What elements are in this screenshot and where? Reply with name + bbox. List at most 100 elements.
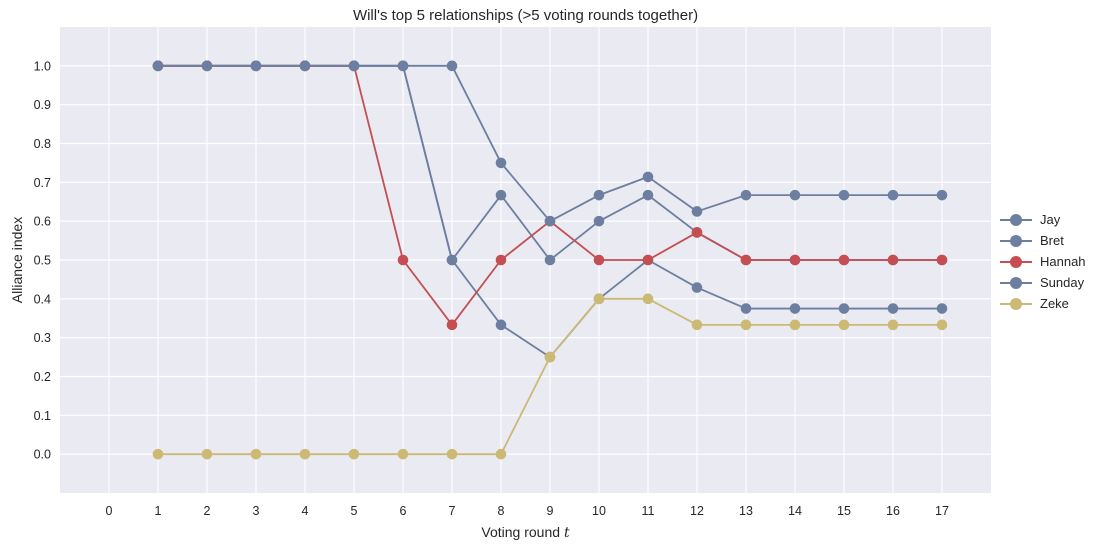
data-point-zeke — [495, 448, 507, 460]
y-tick-label: 0.9 — [34, 98, 51, 112]
legend-label: Jay — [1040, 212, 1061, 227]
y-tick-label: 0.0 — [34, 448, 51, 462]
legend-marker — [1010, 297, 1022, 310]
data-point-hannah — [642, 254, 654, 266]
legend-item-sunday: Sunday — [1000, 272, 1086, 293]
x-tick-label: 11 — [642, 504, 655, 518]
data-point-zeke — [936, 319, 948, 331]
data-point-jay — [789, 303, 801, 314]
legend-marker — [1010, 276, 1022, 289]
x-tick-label: 16 — [886, 504, 900, 518]
x-tick-label: 17 — [935, 504, 949, 518]
x-axis-label: Voting round t — [60, 524, 991, 541]
legend-swatch — [1000, 234, 1032, 248]
chart-title: Will's top 5 relationships (>5 voting ro… — [352, 7, 699, 24]
series-sunday — [152, 60, 948, 227]
data-point-zeke — [250, 448, 262, 460]
data-point-jay — [740, 303, 752, 314]
data-point-sunday — [740, 189, 752, 201]
data-point-zeke — [838, 319, 850, 331]
data-point-jay — [495, 319, 507, 331]
data-point-bret — [642, 189, 654, 201]
legend-item-hannah: Hannah — [1000, 251, 1086, 272]
data-point-bret — [544, 254, 556, 266]
data-point-jay — [887, 303, 899, 314]
data-point-zeke — [691, 319, 703, 331]
data-point-sunday — [201, 60, 213, 72]
y-tick-label: 0.4 — [34, 292, 51, 306]
data-point-sunday — [691, 206, 703, 217]
legend-swatch — [1000, 276, 1032, 290]
data-point-zeke — [789, 319, 801, 331]
y-tick-label: 0.2 — [34, 370, 51, 384]
data-point-sunday — [152, 60, 164, 72]
data-point-zeke — [544, 351, 556, 363]
data-point-bret — [495, 189, 507, 201]
data-point-sunday — [397, 60, 409, 72]
data-point-zeke — [201, 448, 213, 460]
data-point-zeke — [152, 448, 164, 460]
x-tick-label: 3 — [253, 504, 260, 518]
legend-item-zeke: Zeke — [1000, 293, 1086, 314]
data-point-sunday — [544, 215, 556, 227]
data-point-sunday — [299, 60, 311, 72]
x-tick-label: 12 — [690, 504, 704, 518]
legend-swatch — [1000, 213, 1032, 227]
x-axis-label-text: Voting round — [481, 524, 561, 540]
legend-item-bret: Bret — [1000, 230, 1086, 251]
data-point-sunday — [348, 60, 360, 72]
legend-marker — [1010, 213, 1022, 226]
y-tick-label: 0.1 — [34, 409, 51, 423]
data-point-zeke — [446, 448, 458, 460]
y-tick-labels: 0.0 0.1 0.2 0.3 0.4 0.5 0.6 0.7 0.8 0.9 1.0 — [34, 59, 51, 461]
series-layer — [152, 60, 948, 460]
x-tick-label: 15 — [837, 504, 851, 518]
data-point-hannah — [495, 254, 507, 266]
legend-label: Hannah — [1040, 254, 1086, 269]
y-tick-label: 0.5 — [34, 254, 51, 268]
data-point-jay — [691, 282, 703, 293]
legend-marker — [1010, 234, 1022, 247]
data-point-hannah — [838, 254, 850, 266]
x-tick-label: 13 — [739, 504, 753, 518]
legend-item-jay: Jay — [1000, 209, 1086, 230]
data-point-sunday — [936, 189, 948, 201]
x-tick-label: 14 — [788, 504, 802, 518]
x-tick-label: 10 — [592, 504, 606, 518]
data-point-jay — [838, 303, 850, 314]
data-point-zeke — [348, 448, 360, 460]
data-point-sunday — [250, 60, 262, 72]
data-point-sunday — [887, 189, 899, 201]
y-tick-label: 0.8 — [34, 137, 51, 151]
data-point-bret — [593, 215, 605, 227]
x-axis-label-variable: t — [563, 525, 570, 541]
legend-swatch — [1000, 255, 1032, 269]
x-tick-label: 0 — [106, 504, 113, 518]
x-tick-label: 4 — [302, 504, 309, 518]
data-point-hannah — [446, 319, 458, 331]
x-tick-label: 1 — [155, 504, 162, 518]
data-point-zeke — [887, 319, 899, 331]
x-tick-label: 7 — [449, 504, 456, 518]
legend-label: Zeke — [1040, 296, 1069, 311]
data-point-sunday — [789, 189, 801, 201]
data-point-sunday — [593, 189, 605, 201]
data-point-hannah — [593, 254, 605, 266]
data-point-sunday — [838, 189, 850, 201]
x-tick-label: 6 — [400, 504, 407, 518]
data-point-sunday — [446, 60, 458, 72]
data-point-zeke — [642, 293, 654, 305]
x-tick-label: 2 — [204, 504, 211, 518]
x-tick-label: 5 — [351, 504, 358, 518]
legend: Jay Bret Hannah Sunday Zeke — [1000, 209, 1086, 314]
data-point-jay — [936, 303, 948, 314]
data-point-zeke — [740, 319, 752, 331]
data-point-sunday — [642, 171, 654, 183]
data-point-bret — [446, 254, 458, 266]
data-point-sunday — [495, 157, 507, 169]
legend-swatch — [1000, 297, 1032, 311]
data-point-hannah — [936, 254, 948, 266]
data-point-hannah — [740, 254, 752, 266]
x-tick-labels: 0 1 2 3 4 5 6 7 8 9 10 11 12 13 14 15 16 17 — [106, 504, 949, 518]
